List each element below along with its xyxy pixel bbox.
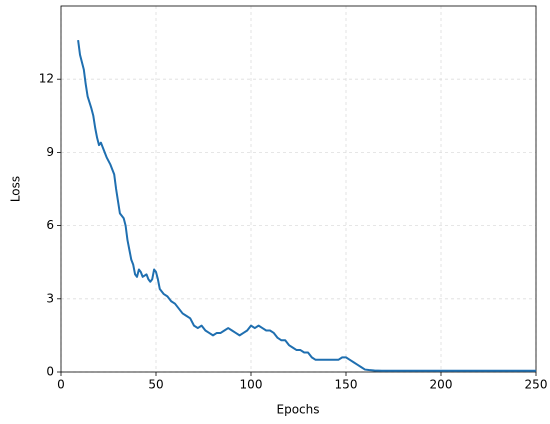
y-tick-label: 12: [39, 72, 54, 86]
x-tick-label: 0: [57, 378, 65, 392]
x-tick-label: 150: [335, 378, 358, 392]
y-tick-label: 0: [46, 365, 54, 379]
loss-line: [77, 40, 536, 372]
x-tick-label: 100: [240, 378, 263, 392]
x-tick-label: 200: [430, 378, 453, 392]
y-axis-label: Loss: [9, 176, 23, 202]
x-axis-label: Epochs: [277, 403, 320, 417]
y-tick-label: 9: [46, 145, 54, 159]
y-tick-label: 6: [46, 218, 54, 232]
y-tick-label: 3: [46, 291, 54, 305]
plot-frame: [60, 5, 537, 373]
x-tick-label: 50: [148, 378, 163, 392]
x-tick-label: 250: [525, 378, 548, 392]
